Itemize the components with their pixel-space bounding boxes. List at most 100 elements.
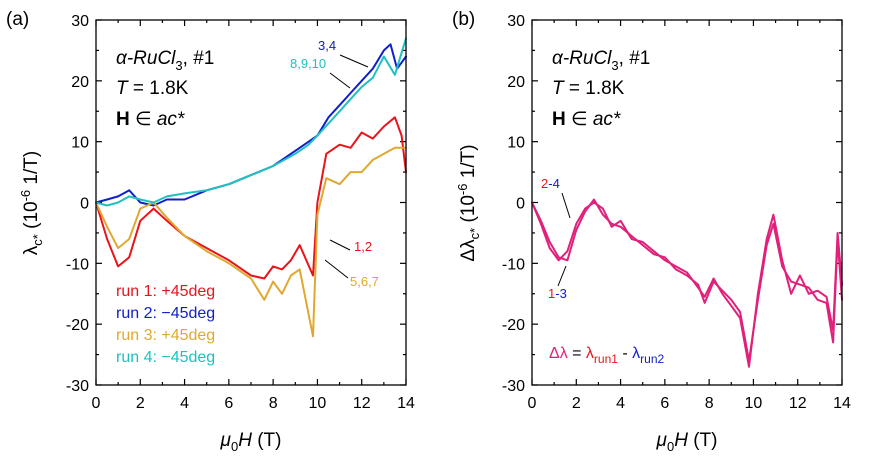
formula-lhs: Δλ bbox=[549, 345, 568, 362]
panel-a-field-plane: ac* bbox=[157, 109, 185, 130]
panel-a-xtick-label: 8 bbox=[269, 395, 278, 412]
formula-term-2: λ bbox=[632, 345, 640, 362]
panel-a-material-suffix: , #1 bbox=[183, 48, 215, 69]
label-runs-1-2: 1,2 bbox=[354, 239, 372, 254]
panel-b-xlabel: μ0H (T) bbox=[656, 430, 718, 454]
panel-b-label: (b) bbox=[452, 9, 475, 30]
legend-run-4: run 4: −45deg bbox=[116, 349, 215, 366]
panel-a-ytick-label: -30 bbox=[66, 378, 89, 395]
panel-a-material-text: α-RuCl3, #1 bbox=[116, 48, 214, 73]
label-difference-1-3: 1-3 bbox=[548, 286, 567, 301]
leader-runs-1-2 bbox=[329, 239, 351, 251]
label-difference-2-4-b: -4 bbox=[548, 176, 560, 191]
leader-runs-8-9-10 bbox=[329, 72, 351, 89]
label-runs-8-9-10: 8,9,10 bbox=[290, 56, 326, 71]
panel-b-ytick-label: 10 bbox=[507, 135, 525, 152]
panel-b-ytick-label: 30 bbox=[507, 13, 525, 30]
panel-a-ytick-label: 20 bbox=[71, 74, 89, 91]
panel-a-field-rest: ∈ bbox=[130, 109, 157, 130]
panel-a-series bbox=[95, 37, 407, 338]
panel-b-field-plane: ac* bbox=[593, 109, 621, 130]
panel-b-ytick-label: -30 bbox=[502, 378, 525, 395]
panel-a-legend: run 1: +45deg run 2: −45deg run 3: +45de… bbox=[116, 283, 215, 366]
panel-a-ytick-label: -10 bbox=[66, 256, 89, 273]
panel-a-series-line-4 bbox=[95, 37, 407, 207]
panel-a-series-line-3 bbox=[95, 146, 407, 338]
panel-a-field-bold: H bbox=[116, 109, 130, 130]
panel-b-xtick-label: 10 bbox=[745, 395, 763, 412]
panel-b-ytick-label: -20 bbox=[502, 317, 525, 334]
panel-a-temperature-label: T bbox=[116, 78, 129, 99]
panel-a-ytick-label: 30 bbox=[71, 13, 89, 30]
panel-b-series-line-2 bbox=[531, 198, 843, 362]
panel-b-temperature-text: T = 1.8K bbox=[552, 78, 625, 99]
panel-b-ytick-label: 0 bbox=[516, 196, 525, 213]
panel-a-xtick-label: 14 bbox=[397, 395, 415, 412]
formula-eq: = bbox=[568, 345, 586, 362]
label-runs-5-6-7: 5,6,7 bbox=[350, 274, 379, 289]
panel-a-xlabel: μ0H (T) bbox=[220, 430, 282, 454]
leader-difference-2-4 bbox=[561, 192, 571, 219]
panel-a-ytick-label: 10 bbox=[71, 135, 89, 152]
panel-a-temperature-value: = 1.8K bbox=[128, 78, 189, 99]
panel-b-field-rest: ∈ bbox=[566, 109, 593, 130]
panel-b-field-text: H ∈ ac* bbox=[552, 109, 621, 130]
panel-a-ytick-label: 0 bbox=[80, 196, 89, 213]
panel-b-xtick-label: 12 bbox=[789, 395, 807, 412]
panel-b-xtick-label: 6 bbox=[660, 395, 669, 412]
panel-a-frame bbox=[95, 19, 407, 386]
legend-run-1: run 1: +45deg bbox=[116, 283, 215, 300]
label-difference-2-4-a: 2 bbox=[541, 176, 548, 191]
panel-a-ytick-label: -20 bbox=[66, 317, 89, 334]
panel-a-xtick-label: 10 bbox=[309, 395, 327, 412]
panel-a-xtick-label: 6 bbox=[224, 395, 233, 412]
panel-a-field-text: H ∈ ac* bbox=[116, 109, 185, 130]
formula-minus: - bbox=[618, 345, 632, 362]
label-difference-1-3-a: 1 bbox=[548, 286, 555, 301]
leader-difference-1-3 bbox=[557, 265, 567, 287]
panel-b-temperature-value: = 1.8K bbox=[564, 78, 625, 99]
panel-a-material-prefix: α-RuCl bbox=[116, 48, 176, 69]
panel-b-temperature-label: T bbox=[552, 78, 565, 99]
legend-run-3: run 3: +45deg bbox=[116, 327, 215, 344]
label-difference-1-3-b: -3 bbox=[555, 286, 567, 301]
label-runs-3-4: 3,4 bbox=[318, 38, 336, 53]
panel-a-temperature-text: T = 1.8K bbox=[116, 78, 189, 99]
panel-b-material-prefix: α-RuCl bbox=[552, 48, 612, 69]
panel-b-material-text: α-RuCl3, #1 bbox=[552, 48, 650, 73]
panel-a-series-line-2 bbox=[95, 43, 407, 207]
panel-b-field-bold: H bbox=[552, 109, 566, 130]
formula-term-1: λ bbox=[586, 345, 594, 362]
panel-a-label: (a) bbox=[6, 9, 29, 30]
panel-b-ytick-label: -10 bbox=[502, 256, 525, 273]
panel-b-material-sub: 3 bbox=[611, 58, 618, 73]
leader-runs-5-6-7 bbox=[324, 259, 349, 279]
label-difference-2-4: 2-4 bbox=[541, 176, 560, 191]
panel-b-material-suffix: , #1 bbox=[619, 48, 651, 69]
difference-formula: Δλ = λrun1 - λrun2 bbox=[549, 345, 665, 366]
panel-b-xtick-label: 0 bbox=[528, 395, 537, 412]
panel-b-xtick-label: 8 bbox=[705, 395, 714, 412]
legend-run-2: run 2: −45deg bbox=[116, 305, 215, 322]
panel-b-xtick-label: 14 bbox=[833, 395, 851, 412]
panel-b-ytick-label: 20 bbox=[507, 74, 525, 91]
panel-a-xtick-label: 4 bbox=[180, 395, 189, 412]
panel-a-xtick-label: 12 bbox=[353, 395, 371, 412]
panel-a-ylabel: λc* (10-6 1/T) bbox=[18, 151, 45, 255]
panel-b-xtick-label: 2 bbox=[572, 395, 581, 412]
panel-a-ticks: 0 2 4 6 8 10 12 14 -30 -20 -10 0 10 20 30 bbox=[66, 13, 415, 412]
panel-b-xtick-label: 4 bbox=[616, 395, 625, 412]
panel-b-series bbox=[531, 198, 843, 368]
panel-a-xtick-label: 2 bbox=[136, 395, 145, 412]
panel-a-material-sub: 3 bbox=[175, 58, 182, 73]
panel-a-series-line-1 bbox=[95, 116, 407, 280]
formula-term-1-sub: run1 bbox=[594, 352, 618, 366]
panel-a-xtick-label: 0 bbox=[92, 395, 101, 412]
panel-b-ylabel: Δλc* (10-6 1/T) bbox=[455, 144, 482, 261]
formula-term-2-sub: run2 bbox=[640, 352, 664, 366]
